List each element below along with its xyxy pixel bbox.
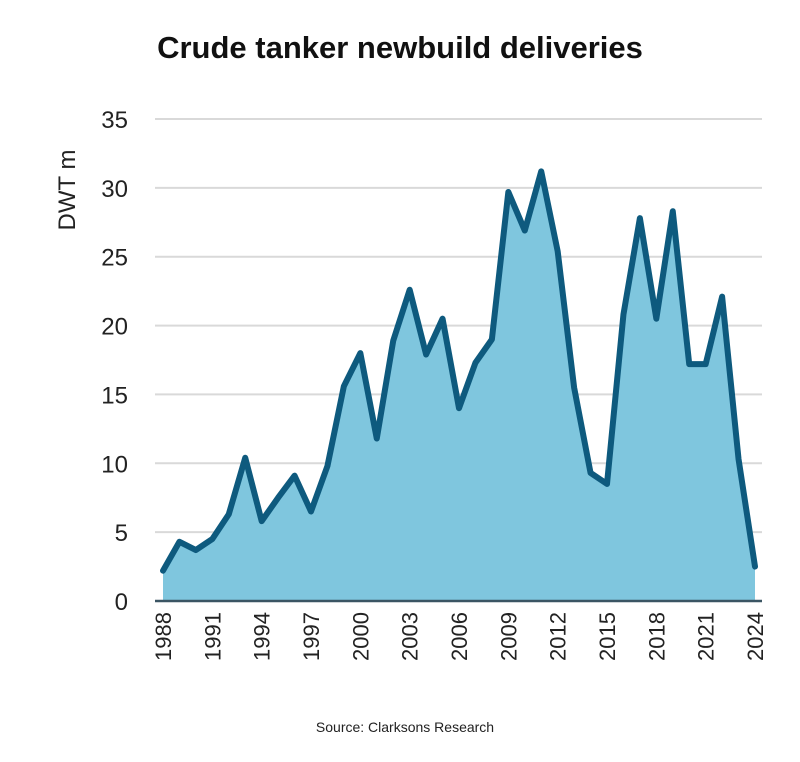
- data-point-2002: [392, 340, 394, 342]
- x-tick-label: 2006: [447, 612, 472, 661]
- data-point-1993: [244, 457, 246, 459]
- data-point-1990: [195, 549, 197, 551]
- x-tick-label: 2000: [348, 612, 373, 661]
- data-point-2005: [442, 318, 444, 320]
- data-point-2001: [376, 437, 378, 439]
- x-tick-label: 1988: [151, 612, 176, 661]
- x-tick-label: 2024: [743, 612, 768, 661]
- x-tick-label: 2015: [595, 612, 620, 661]
- data-point-2004: [425, 353, 427, 355]
- x-tick-label: 2003: [398, 612, 423, 661]
- data-point-2015: [606, 483, 608, 485]
- data-point-1995: [277, 497, 279, 499]
- data-point-1991: [211, 538, 213, 540]
- x-tick-label: 2021: [694, 612, 719, 661]
- data-point-2019: [672, 210, 674, 212]
- y-tick-label: 30: [101, 176, 128, 203]
- data-point-2022: [721, 296, 723, 298]
- x-tick-label: 2012: [546, 612, 571, 661]
- data-point-1994: [261, 520, 263, 522]
- data-point-1989: [178, 541, 180, 543]
- x-tick-label: 2009: [496, 612, 521, 661]
- data-point-1992: [228, 513, 230, 515]
- area-fill: [163, 171, 755, 602]
- data-point-1996: [294, 475, 296, 477]
- y-tick-label: 0: [115, 589, 128, 616]
- data-point-2008: [491, 338, 493, 340]
- data-point-2020: [688, 363, 690, 365]
- data-point-2014: [590, 472, 592, 474]
- data-point-2018: [655, 318, 657, 320]
- data-point-2009: [507, 191, 509, 193]
- data-point-2021: [705, 363, 707, 365]
- chart-title: Crude tanker newbuild deliveries: [157, 30, 643, 65]
- data-point-2007: [474, 362, 476, 364]
- y-tick-label: 10: [101, 451, 128, 478]
- data-point-1998: [326, 465, 328, 467]
- source-note: Source: Clarksons Research: [315, 719, 495, 735]
- data-point-2000: [359, 352, 361, 354]
- data-point-2024: [754, 566, 756, 568]
- y-tick-label: 15: [101, 382, 128, 409]
- data-point-2010: [524, 230, 526, 232]
- data-point-1988: [162, 570, 164, 572]
- y-tick-label: 25: [101, 245, 128, 272]
- data-point-2017: [639, 217, 641, 219]
- x-tick-label: 1991: [200, 612, 225, 661]
- data-point-1997: [310, 510, 312, 512]
- data-point-2012: [557, 250, 559, 252]
- data-point-2006: [458, 407, 460, 409]
- data-point-2013: [573, 387, 575, 389]
- data-point-1999: [343, 385, 345, 387]
- y-tick-label: 20: [101, 314, 128, 341]
- x-tick-label: 1997: [299, 612, 324, 661]
- data-point-2003: [409, 289, 411, 291]
- x-tick-label: 2018: [644, 612, 669, 661]
- y-axis-label: DWT m: [54, 150, 81, 231]
- data-point-2016: [622, 314, 624, 316]
- y-tick-label: 35: [101, 107, 128, 134]
- x-tick-label: 1994: [250, 612, 275, 661]
- data-point-2011: [540, 170, 542, 172]
- y-tick-label: 5: [115, 520, 128, 547]
- data-point-2023: [738, 458, 740, 460]
